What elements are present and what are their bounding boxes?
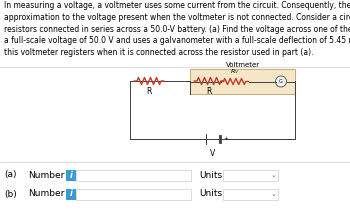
Bar — [76, 189, 191, 200]
Text: ⌄: ⌄ — [270, 172, 276, 178]
Text: Units: Units — [199, 171, 222, 180]
Text: V: V — [210, 149, 215, 158]
Text: $R_V$: $R_V$ — [230, 68, 239, 76]
Text: In measuring a voltage, a voltmeter uses some current from the circuit. Conseque: In measuring a voltage, a voltmeter uses… — [4, 1, 350, 57]
Bar — [223, 170, 278, 180]
Bar — [190, 69, 295, 94]
Text: ⌄: ⌄ — [270, 191, 276, 197]
Text: +: + — [224, 136, 228, 141]
Text: Voltmeter: Voltmeter — [225, 62, 260, 68]
Text: i: i — [70, 171, 72, 180]
Bar — [66, 170, 76, 180]
Text: i: i — [70, 189, 72, 198]
Bar — [76, 170, 191, 180]
Circle shape — [275, 76, 287, 87]
Bar — [66, 189, 76, 200]
Text: Number: Number — [28, 171, 64, 180]
Bar — [223, 189, 278, 200]
Text: Units: Units — [199, 189, 222, 198]
Text: G: G — [279, 79, 283, 84]
Text: R: R — [206, 87, 212, 96]
Text: Number: Number — [28, 189, 64, 198]
Text: (b): (b) — [4, 189, 17, 198]
Text: R: R — [146, 87, 152, 96]
Text: (a): (a) — [4, 171, 16, 180]
